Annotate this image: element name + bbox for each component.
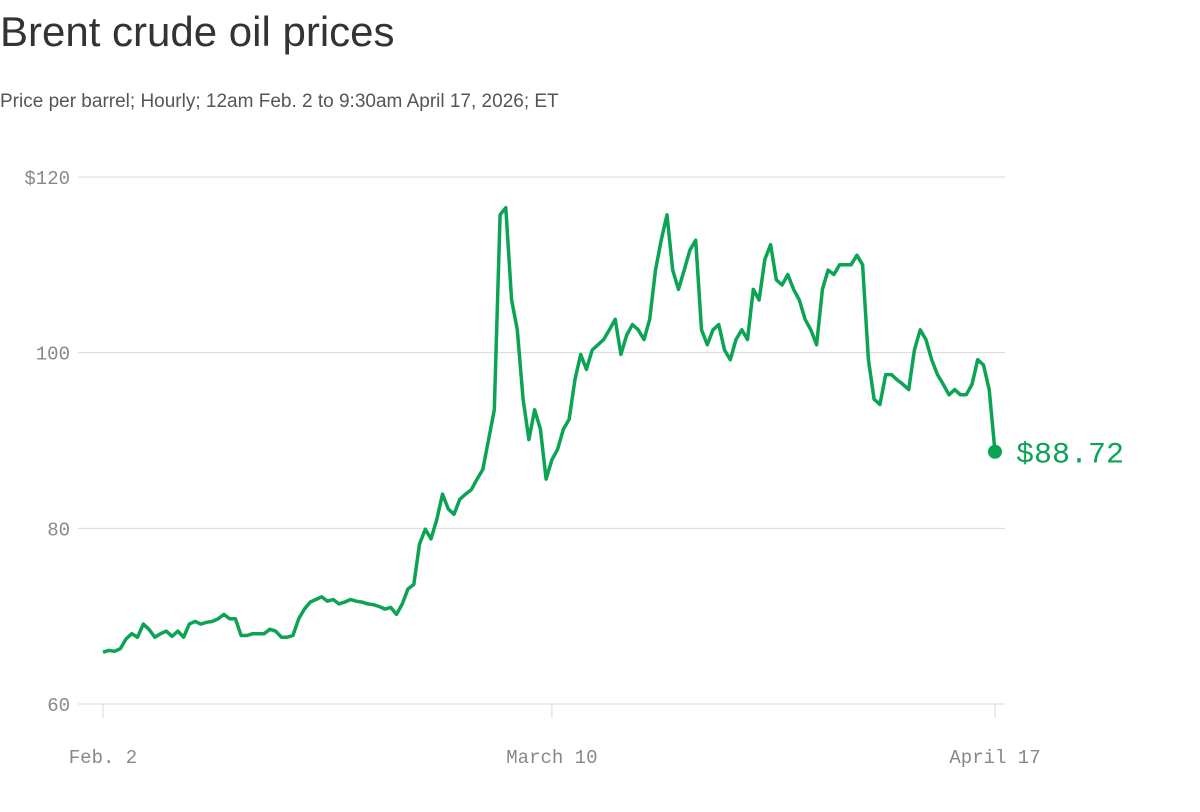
chart-subtitle: Price per barrel; Hourly; 12am Feb. 2 to…: [0, 91, 559, 112]
end-point: [988, 444, 1002, 459]
price-line: [102, 205, 997, 654]
y-tick-label: 100: [36, 344, 70, 366]
x-tick-label: Feb. 2: [69, 747, 137, 769]
x-tick-label: March 10: [506, 747, 597, 769]
y-tick-label: $120: [24, 168, 70, 190]
x-tick-label: April 17: [949, 747, 1040, 769]
y-tick-label: 80: [47, 519, 70, 541]
y-tick-label: 60: [47, 695, 70, 717]
chart-title: Brent crude oil prices: [0, 8, 395, 55]
end-value-label: $88.72: [1016, 439, 1124, 473]
